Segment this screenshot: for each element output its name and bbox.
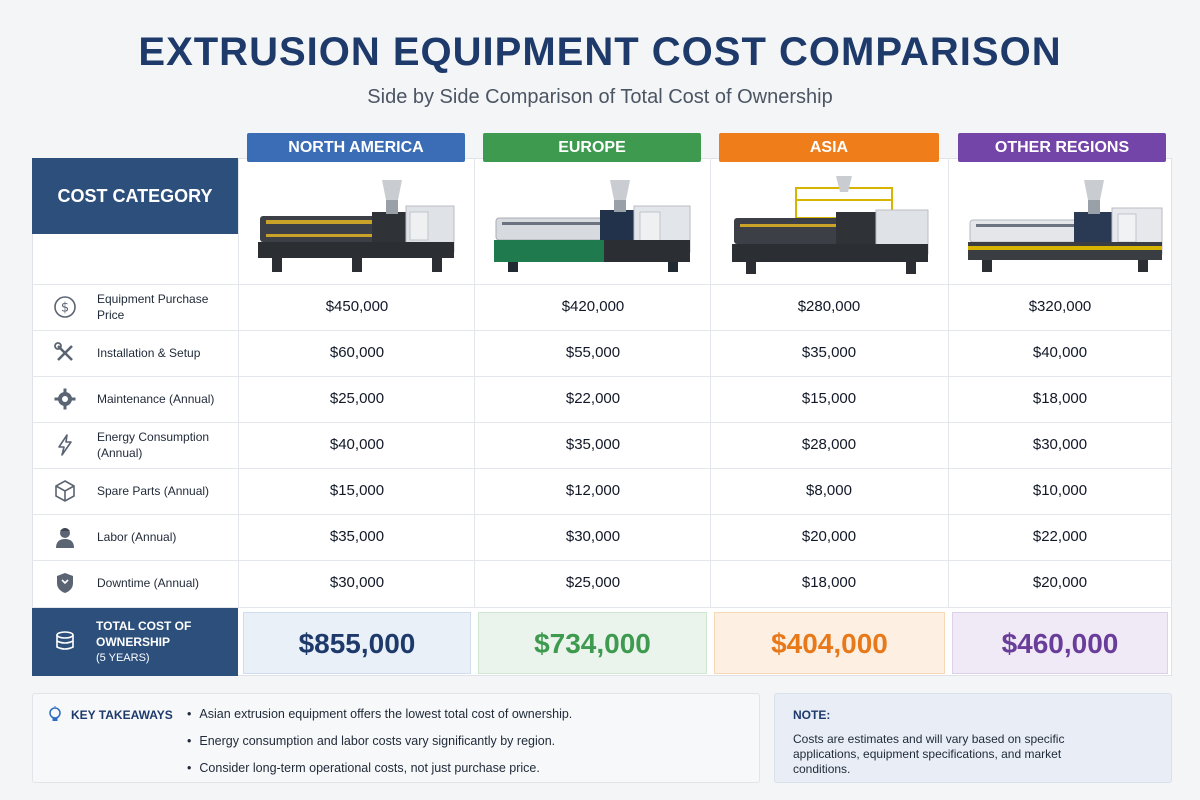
cost-value: $35,000 (329, 528, 385, 545)
region-header-north-america: NORTH AMERICA (247, 133, 465, 162)
category-labor: Labor (Annual) (32, 514, 238, 560)
category-energy-consumption: Energy Consumption (Annual) (32, 422, 238, 468)
region-header-other-regions: OTHER REGIONS (958, 133, 1166, 162)
region-header-asia: ASIA (719, 133, 939, 162)
cost-value: $60,000 (329, 344, 385, 361)
row-divider (32, 468, 1172, 469)
cost-value: $12,000 (565, 482, 621, 499)
cost-value: $40,000 (329, 436, 385, 453)
category-label: Downtime (Annual) (97, 576, 200, 590)
svg-text:$: $ (61, 301, 69, 316)
cost-value: $18,000 (801, 574, 857, 591)
row-divider (32, 607, 1172, 608)
gear-icon (52, 386, 78, 412)
list-item: Asian extrusion equipment offers the low… (187, 706, 747, 722)
column-divider (238, 158, 239, 608)
cost-value: $30,000 (565, 528, 621, 545)
key-takeaways-list: Asian extrusion equipment offers the low… (187, 706, 747, 787)
key-takeaways-panel: KEY TAKEAWAYS Asian extrusion equipment … (32, 693, 760, 783)
cost-value: $10,000 (1032, 482, 1088, 499)
worker-icon (52, 524, 78, 550)
key-takeaways-heading: KEY TAKEAWAYS (47, 706, 173, 724)
row-divider (32, 422, 1172, 423)
page-title: EXTRUSION EQUIPMENT COST COMPARISON (138, 30, 1062, 74)
row-divider (32, 330, 1172, 331)
total-cost-europe: $734,000 (478, 612, 707, 674)
category-label: Energy Consumption (Annual) (97, 430, 210, 460)
category-label: Spare Parts (Annual) (97, 484, 210, 498)
cost-value: $18,000 (1032, 390, 1088, 407)
row-divider (32, 376, 1172, 377)
cost-value: $55,000 (565, 344, 621, 361)
cost-value: $15,000 (329, 482, 385, 499)
cost-value: $30,000 (1032, 436, 1088, 453)
category-label: Equipment Purchase Price (97, 292, 209, 322)
cost-value: $35,000 (801, 344, 857, 361)
extruder-machine-north-america-image (258, 180, 455, 272)
category-maintenance: Maintenance (Annual) (32, 376, 238, 422)
total-cost-north-america: $855,000 (243, 612, 471, 674)
cost-value: $20,000 (801, 528, 857, 545)
lightbulb-icon (47, 706, 63, 724)
cost-value: $40,000 (1032, 344, 1088, 361)
list-item: Consider long-term operational costs, no… (187, 760, 747, 776)
column-divider (474, 158, 475, 608)
column-divider (710, 158, 711, 608)
dollar-icon: $ (52, 294, 78, 320)
extruder-machine-europe-image (494, 180, 691, 272)
cost-value: $25,000 (565, 574, 621, 591)
extruder-machine-asia-image (732, 176, 929, 274)
cost-value: $15,000 (801, 390, 857, 407)
cost-value: $450,000 (325, 298, 389, 315)
column-divider (948, 158, 949, 608)
row-divider (32, 514, 1172, 515)
total-cost-period: (5 YEARS) (96, 652, 150, 664)
cost-value: $280,000 (797, 298, 861, 315)
shield-icon (52, 570, 78, 596)
note-panel: NOTE: Costs are estimates and will vary … (774, 693, 1172, 783)
cost-value: $8,000 (806, 482, 852, 499)
cost-value: $25,000 (329, 390, 385, 407)
extruder-machine-other-regions-image (968, 180, 1163, 272)
coins-icon (52, 629, 78, 655)
cost-value: $28,000 (801, 436, 857, 453)
cost-category-header: COST CATEGORY (32, 158, 238, 234)
total-cost-other-regions: $460,000 (952, 612, 1168, 674)
cost-value: $22,000 (565, 390, 621, 407)
total-cost-label: TOTAL COST OF OWNERSHIP (96, 619, 192, 649)
row-divider (32, 284, 1172, 285)
list-item: Energy consumption and labor costs vary … (187, 733, 747, 749)
note-text: Costs are estimates and will vary based … (793, 732, 1065, 776)
category-downtime: Downtime (Annual) (32, 560, 238, 606)
category-equipment-purchase-price: $ Equipment Purchase Price (32, 284, 238, 330)
cost-value: $20,000 (1032, 574, 1088, 591)
cost-value: $35,000 (565, 436, 621, 453)
page-subtitle: Side by Side Comparison of Total Cost of… (367, 86, 833, 108)
row-divider (32, 560, 1172, 561)
key-takeaways-title: KEY TAKEAWAYS (71, 708, 173, 722)
region-header-europe: EUROPE (483, 133, 701, 162)
category-label: Maintenance (Annual) (97, 392, 215, 406)
cost-value: $320,000 (1028, 298, 1092, 315)
total-cost-asia: $404,000 (714, 612, 945, 674)
category-label: Installation & Setup (97, 346, 201, 360)
total-cost-category: TOTAL COST OF OWNERSHIP (5 YEARS) (32, 608, 238, 676)
category-label: Labor (Annual) (97, 530, 177, 544)
lightning-icon (52, 432, 78, 458)
category-installation-setup: Installation & Setup (32, 330, 238, 376)
note-title: NOTE: (793, 708, 831, 722)
box-icon (52, 478, 78, 504)
cost-value: $30,000 (329, 574, 385, 591)
tools-icon (52, 340, 78, 366)
cost-value: $420,000 (561, 298, 625, 315)
cost-value: $22,000 (1032, 528, 1088, 545)
category-spare-parts: Spare Parts (Annual) (32, 468, 238, 514)
